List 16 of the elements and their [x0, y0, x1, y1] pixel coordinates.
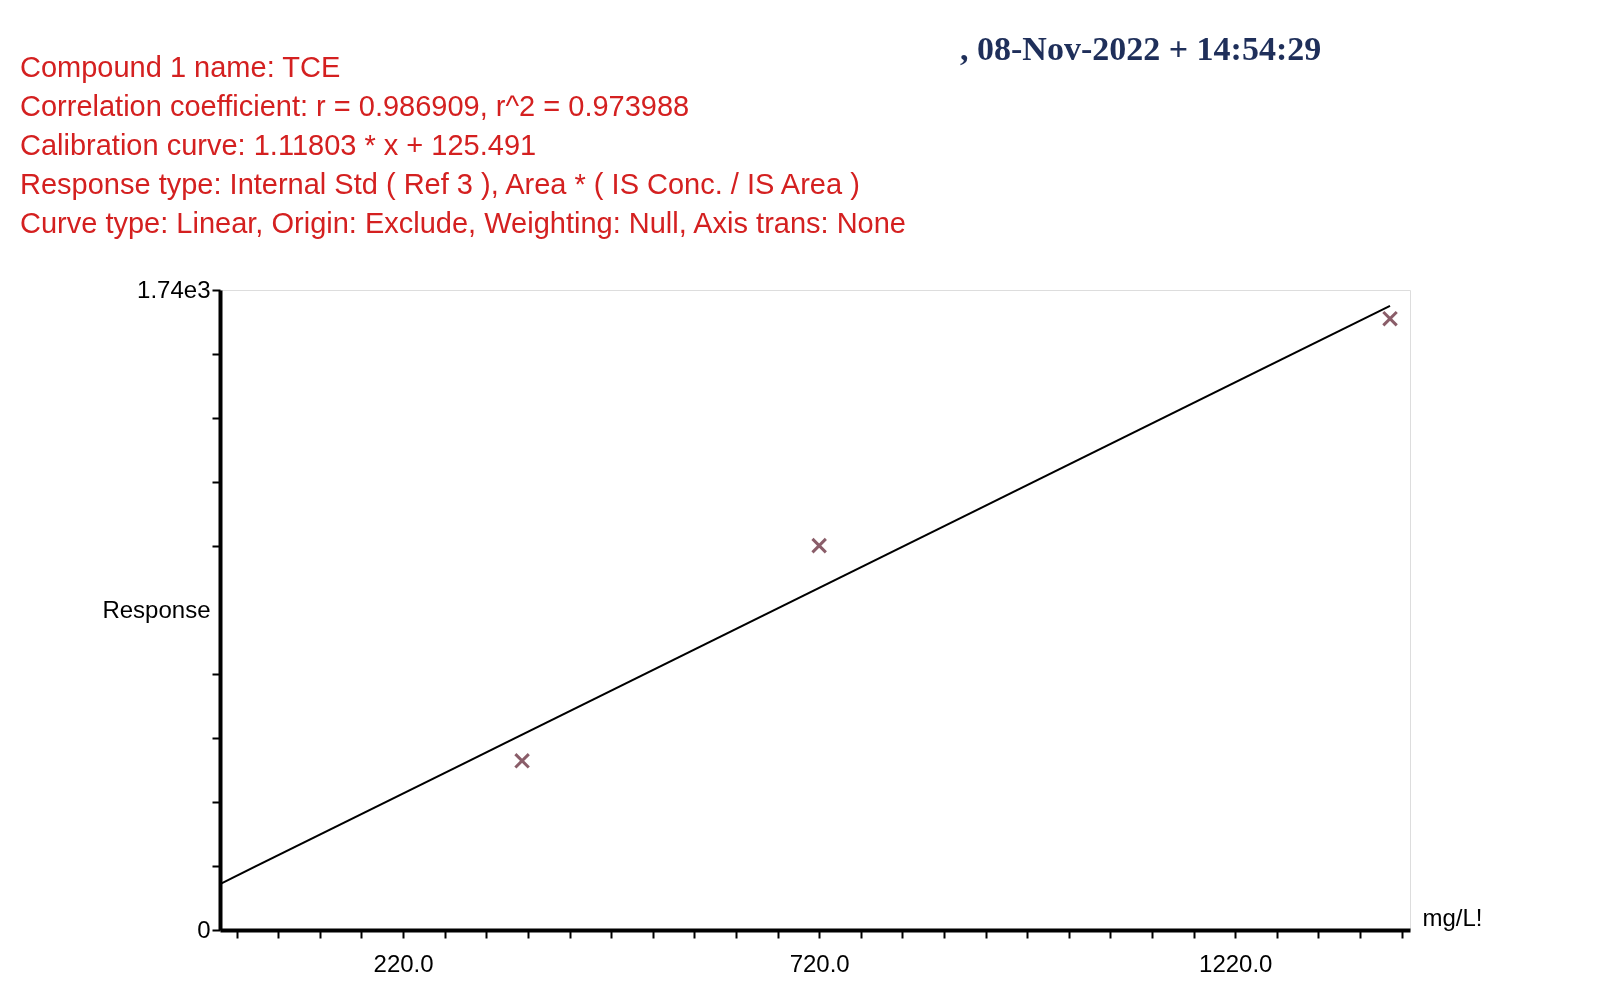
- text: Compound 1 name: TCE: [20, 51, 341, 83]
- text: Curve type: Linear, Origin: Exclude, Weighting: Null, Axis trans: None: [20, 207, 907, 239]
- text: Response type: Internal Std ( Ref 3 ), Area * ( IS Conc. / IS Area ): [20, 168, 860, 200]
- y-tick-label: 0: [197, 915, 211, 943]
- x-tick-label: 720.0: [789, 949, 850, 977]
- text: Correlation coefficient: r = 0.986909, r^2 = 0.973988: [20, 90, 690, 122]
- text: , 08-Nov-2022 + 14:54:29: [960, 30, 1322, 67]
- x-axis-title: mg/L!: [1422, 903, 1483, 931]
- x-tick-label: 1220.0: [1199, 949, 1273, 977]
- point: [513, 752, 531, 770]
- y-axis-title: Response: [102, 595, 211, 623]
- point: [1381, 310, 1399, 327]
- y-tick-label: 1.74e3: [137, 275, 211, 303]
- point: [810, 537, 828, 554]
- text: Calibration curve: 1.11803 * x + 125.491: [20, 129, 537, 161]
- x-tick-label: 220.0: [373, 949, 434, 977]
